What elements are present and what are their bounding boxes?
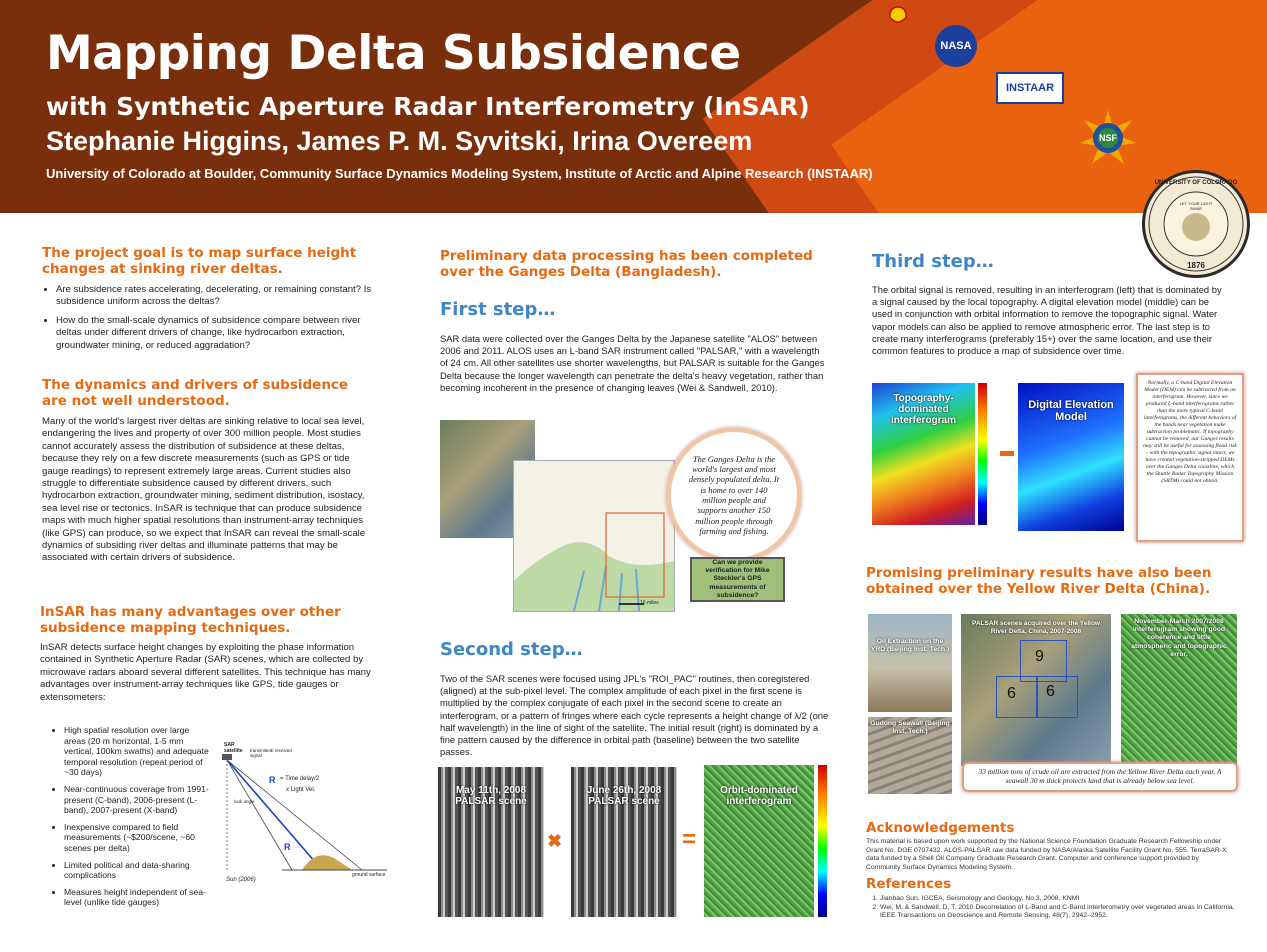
scene-number-6a: 6 (1007, 685, 1016, 702)
references-heading: References (866, 876, 952, 892)
gps-verification-box: Can we provide verification for Mike Ste… (690, 557, 785, 602)
nasa-logo: NASA (935, 25, 977, 67)
first-step-heading: First step… (440, 299, 556, 320)
poster-title: Mapping Delta Subsidence (46, 26, 741, 81)
topography-color-scale (978, 383, 987, 525)
orbit-interferogram-image (704, 765, 814, 917)
multiply-icon: ✖ (547, 831, 563, 851)
ganges-callout-text: The Ganges Delta is the world's largest … (688, 453, 780, 536)
third-step-text: The orbital signal is removed, resulting… (872, 284, 1222, 357)
goal-bullets: Are subsidence rates accelerating, decel… (42, 284, 372, 358)
bangladesh-map: 10 miles (513, 460, 675, 612)
acknowledgements-heading: Acknowledgements (866, 820, 1015, 836)
diagram-light-label: x Light Vel. (286, 787, 316, 793)
scene-frame-9 (1020, 640, 1067, 682)
yrd-callout-box: 33 million tons of crude oil are extract… (962, 762, 1238, 792)
may-scene-image (438, 767, 544, 917)
diagram-sun-label: Sun (2006) (226, 877, 256, 883)
scene-frame-6a (996, 676, 1038, 718)
list-item: Jianbao Sun, IGCEA, Seismology and Geolo… (880, 895, 1236, 904)
third-step-heading: Third step… (872, 251, 994, 272)
list-item: Are subsidence rates accelerating, decel… (56, 284, 372, 309)
header-banner (0, 0, 1267, 213)
cu-seal: UNIVERSITY OF COLORADO LET YOUR LIGHT SH… (1142, 170, 1250, 278)
yrd-interferogram-label: November-March 2007/2008 interferogram s… (1131, 618, 1227, 658)
dem-note-text: Normally, a C-band Digital Elevation Mod… (1143, 380, 1237, 484)
ganges-callout: The Ganges Delta is the world's largest … (667, 428, 801, 562)
dem-image (1018, 383, 1124, 531)
nsf-logo (1080, 110, 1136, 166)
nasa-logo-text: NASA (940, 40, 972, 52)
oil-extraction-label: Oil Extraction on the YRD (Beijing Inst.… (870, 638, 950, 653)
instaar-logo: INSTAAR (996, 72, 1064, 104)
june-scene-image (571, 767, 677, 917)
insar-heading: InSAR has many advantages over other sub… (40, 604, 341, 636)
diagram-signal-label: transmitted/ received signal (250, 748, 292, 758)
dem-note-box: Normally, a C-band Digital Elevation Mod… (1136, 373, 1244, 542)
gps-verification-text: Can we provide verification for Mike Ste… (705, 559, 770, 599)
seawall-image (868, 717, 952, 794)
list-item: Limited political and data-sharing compl… (64, 860, 210, 881)
topography-interferogram-image (872, 383, 975, 525)
second-step-text: Two of the SAR scenes were focused using… (440, 673, 829, 758)
map-scale-label: 10 miles (640, 600, 659, 606)
minus-icon (1000, 451, 1014, 456)
topography-interferogram-label: Topography-dominated interferogram (890, 393, 956, 426)
cu-seal-year: 1876 (1187, 261, 1205, 270)
list-item: Inexpensive compared to field measuremen… (64, 822, 210, 854)
scene-number-6b: 6 (1046, 683, 1055, 700)
poster-subtitle: with Synthetic Aperture Radar Interferom… (46, 92, 810, 121)
list-item: How do the small-scale dynamics of subsi… (56, 315, 372, 352)
diagram-r2-label: R (284, 842, 291, 852)
acknowledgements-text: This material is based upon work support… (866, 838, 1227, 871)
yrd-callout-text: 33 million tons of crude oil are extract… (978, 767, 1222, 785)
equals-icon: = (682, 826, 697, 853)
dem-label: Digital Elevation Model (1028, 399, 1114, 423)
orbit-interferogram-label: Orbit-dominated interferogram (720, 785, 798, 807)
oil-extraction-image (868, 614, 952, 712)
diagram-ground-label: ground surface (352, 872, 386, 878)
second-step-heading: Second step… (440, 639, 583, 660)
nsf-logo-label: NSF (1099, 133, 1117, 143)
diagram-time-label: = Time delay/2 (280, 776, 320, 782)
goal-heading: The project goal is to map surface heigh… (42, 245, 357, 277)
insar-text: InSAR detects surface height changes by … (40, 642, 371, 703)
seawall-label: Gudong Seawall (Beijing Inst. Tech.) (870, 720, 950, 735)
diagram-r-label: R (269, 775, 276, 785)
cu-seal-motto: LET YOUR LIGHT SHINE (1179, 201, 1213, 211)
dynamics-text: Many of the world's largest river deltas… (42, 416, 366, 564)
may-scene-label: May 11th, 2008 PALSAR scene (455, 785, 527, 807)
yrd-interferogram-image (1121, 614, 1237, 766)
scene-frame-6b (1036, 676, 1078, 718)
insar-bullets: High spatial resolution over large areas… (50, 725, 210, 914)
june-scene-label: June 26th, 2008 PALSAR scene (586, 785, 662, 807)
scene-number-9: 9 (1035, 648, 1044, 665)
list-item: High spatial resolution over large areas… (64, 725, 210, 778)
shell-logo (888, 6, 908, 24)
dynamics-heading: The dynamics and drivers of subsidence a… (42, 377, 349, 409)
list-item: Near-continuous coverage from 1991-prese… (64, 784, 210, 816)
cu-seal-name: UNIVERSITY OF COLORADO (1154, 180, 1238, 186)
orbit-color-scale (818, 765, 827, 917)
diagram-look-label: look angle (234, 799, 255, 804)
first-step-text: SAR data were collected over the Ganges … (440, 333, 825, 393)
palsar-scenes-label: PALSAR scenes acquired over the Yellow R… (971, 620, 1100, 635)
diagram-sat-label: SAR satellite (224, 742, 243, 754)
ganges-heading: Preliminary data processing has been com… (440, 248, 813, 280)
sar-geometry-diagram: SAR satellite transmitted/ received sign… (212, 742, 394, 892)
poster-authors: Stephanie Higgins, James P. M. Syvitski,… (46, 126, 753, 156)
list-item: Wei, M. & Sandwell, D. T. 2010 Decorrela… (880, 904, 1236, 921)
references-list: Jianbao Sun, IGCEA, Seismology and Geolo… (866, 895, 1236, 921)
list-item: Measures height independent of sea-level… (64, 887, 210, 908)
poster-institution: University of Colorado at Boulder, Commu… (46, 166, 873, 181)
instaar-logo-text: INSTAAR (1005, 82, 1055, 94)
yellow-river-heading: Promising preliminary results have also … (866, 565, 1212, 597)
